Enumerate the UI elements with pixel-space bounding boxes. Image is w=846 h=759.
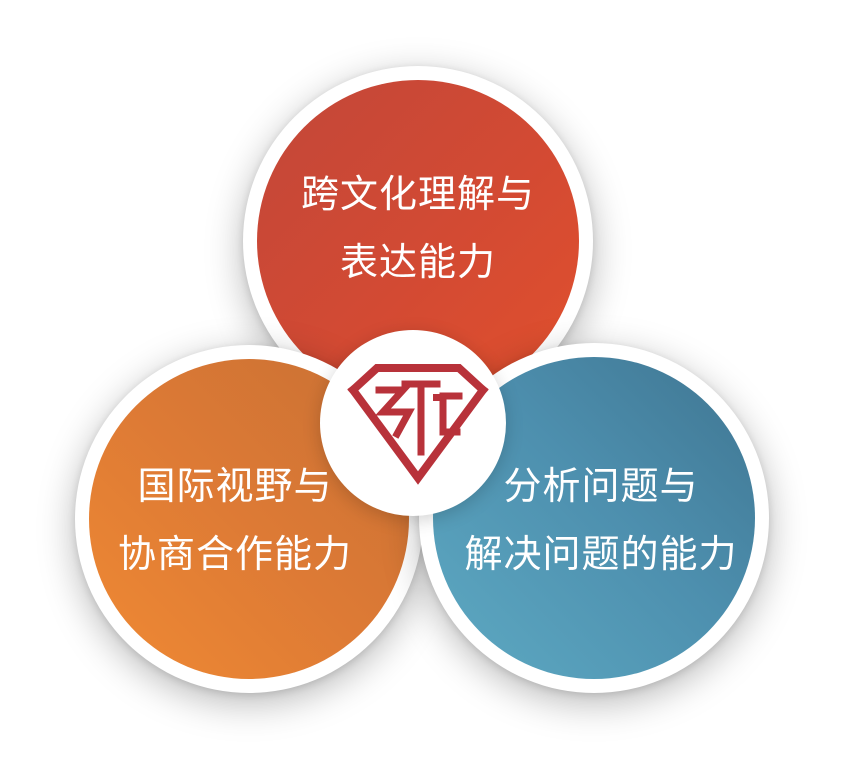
circle-problem-solving-line2: 解决问题的能力 [464,532,738,576]
circle-problem-solving-label: 分析问题与 解决问题的能力 [438,452,764,588]
circle-problem-solving-line1: 分析问题与 [503,464,699,508]
center-emblem-circle [320,330,506,516]
circle-intercultural-label: 跨文化理解与 表达能力 [268,160,568,296]
circle-global-vision-line1: 国际视野与 [137,464,333,508]
circle-global-vision-label: 国际视野与 协商合作能力 [90,452,380,588]
circle-intercultural-line2: 表达能力 [339,240,496,284]
circle-problem-solving [419,343,769,693]
circle-global-vision-line2: 协商合作能力 [117,532,352,576]
diamond-emblem-icon [347,364,489,485]
emblem-dot [433,394,440,401]
circle-intercultural-line1: 跨文化理解与 [300,172,535,216]
